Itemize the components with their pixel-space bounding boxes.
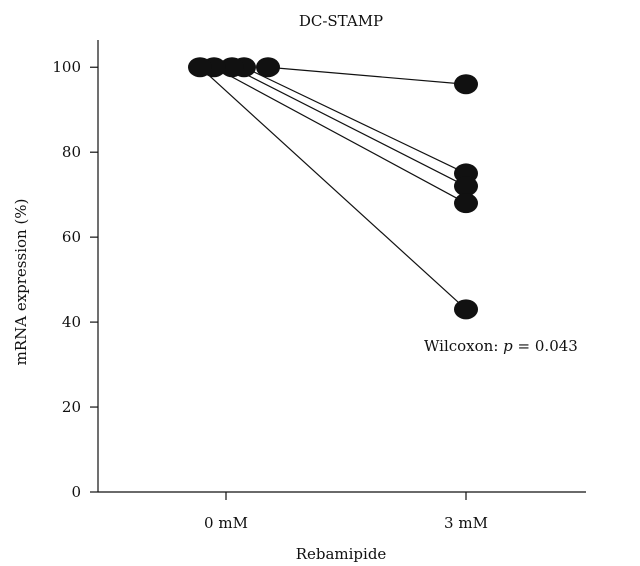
- pair-line: [243, 66, 467, 174]
- y-tick-label: 0: [71, 483, 81, 501]
- pair-line: [267, 66, 467, 85]
- point-3mm: [454, 74, 478, 95]
- annotation-prefix: Wilcoxon:: [424, 337, 503, 355]
- point-0mm: [188, 57, 212, 78]
- point-3mm: [454, 176, 478, 197]
- pair-line: [231, 66, 467, 187]
- chart-title: DC-STAMP: [299, 12, 383, 30]
- y-axis-ticks: 0 20 40 60 80 100: [52, 58, 98, 501]
- y-tick-label: 80: [62, 143, 81, 161]
- point-3mm: [454, 193, 478, 214]
- y-tick-label: 40: [62, 313, 81, 331]
- data-points: [188, 57, 478, 320]
- y-axis-title: mRNA expression (%): [12, 199, 30, 366]
- annotation-p-symbol: p: [503, 337, 513, 355]
- point-0mm: [256, 57, 280, 78]
- point-0mm: [220, 57, 244, 78]
- y-tick-label: 60: [62, 228, 81, 246]
- pair-line: [199, 66, 467, 310]
- y-tick-label: 100: [52, 58, 81, 76]
- pair-lines: [199, 66, 467, 310]
- x-tick-label: 3 mM: [444, 514, 488, 532]
- x-axis-ticks: 0 mM 3 mM: [204, 492, 488, 532]
- y-tick-label: 20: [62, 398, 81, 416]
- point-3mm: [454, 299, 478, 320]
- x-axis-title: Rebamipide: [296, 545, 387, 563]
- annotation-suffix: = 0.043: [518, 337, 578, 355]
- wilcoxon-annotation: Wilcoxon: p = 0.043: [424, 337, 578, 355]
- pair-line: [213, 66, 467, 204]
- x-tick-label: 0 mM: [204, 514, 248, 532]
